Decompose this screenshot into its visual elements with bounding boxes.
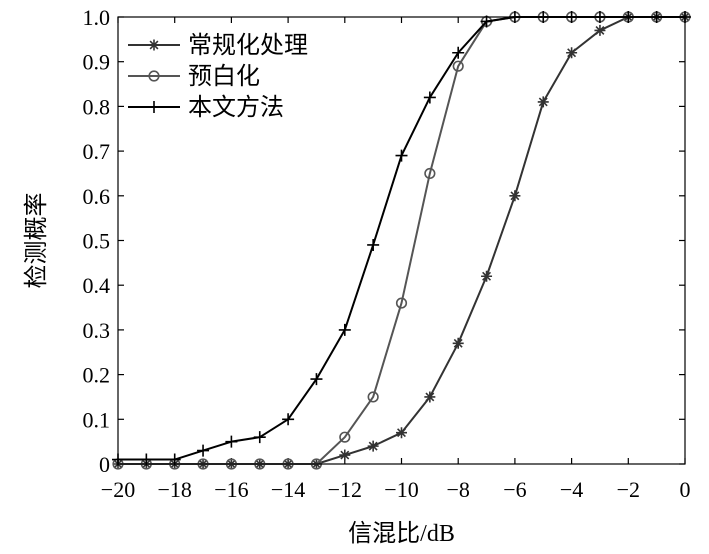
legend-label: 本文方法 — [188, 94, 284, 121]
data-point — [423, 91, 436, 104]
x-tick-label: −8 — [446, 477, 469, 502]
y-tick-label: 0.5 — [83, 229, 111, 254]
y-tick-label: 0.3 — [83, 318, 111, 343]
x-tick-label: −14 — [271, 477, 305, 502]
legend-marker — [148, 101, 160, 113]
x-tick-label: −18 — [157, 477, 191, 502]
data-point — [566, 47, 578, 59]
legend-label: 预白化 — [188, 63, 260, 90]
y-axis-title: 检测概率 — [23, 193, 50, 289]
data-point — [339, 449, 351, 461]
data-point — [452, 46, 465, 59]
x-tick-label: −6 — [503, 477, 526, 502]
data-point — [395, 297, 408, 309]
data-point — [197, 444, 210, 457]
y-tick-label: 0.6 — [83, 184, 111, 209]
x-tick-label: −10 — [384, 477, 418, 502]
y-tick-label: 0.1 — [83, 407, 111, 432]
data-point — [367, 391, 379, 403]
data-point — [395, 149, 408, 162]
legend-item: 预白化 — [128, 63, 260, 90]
legend-item: 本文方法 — [128, 94, 284, 121]
data-point — [339, 431, 351, 443]
data-point — [452, 60, 464, 72]
legend-marker — [148, 39, 160, 51]
x-tick-label: −4 — [560, 477, 583, 502]
data-point — [396, 427, 407, 439]
y-tick-label: 0.9 — [83, 50, 111, 75]
y-tick-label: 0 — [99, 452, 110, 477]
y-tick-labels: 0 0.1 0.2 0.3 0.4 0.5 0.6 0.7 0.8 0.9 1.0 — [83, 5, 111, 477]
x-tick-label: −2 — [617, 477, 640, 502]
legend-item: 常规化处理 — [128, 32, 308, 59]
x-tick-label: −16 — [214, 477, 248, 502]
data-point — [481, 270, 493, 282]
x-tick-label: −20 — [101, 477, 135, 502]
data-point — [424, 167, 436, 180]
data-point — [310, 373, 323, 386]
data-point — [509, 190, 521, 202]
data-point — [452, 337, 464, 349]
data-point — [225, 435, 238, 448]
y-tick-label: 0.7 — [83, 139, 111, 164]
y-tick-label: 1.0 — [83, 5, 111, 30]
y-tick-label: 0.2 — [83, 363, 111, 388]
data-point — [253, 431, 266, 444]
x-tick-labels: −20 −18 −16 −14 −12 −10 −8 −6 −4 −2 0 — [101, 477, 691, 502]
data-point — [537, 96, 549, 108]
x-axis-title: 信混比/dB — [348, 520, 455, 547]
data-point — [367, 440, 379, 452]
legend-marker — [148, 70, 160, 82]
data-point — [424, 391, 436, 403]
plot-frame — [117, 16, 686, 465]
data-point — [367, 238, 380, 251]
x-tick-label: 0 — [680, 477, 691, 502]
data-point — [594, 24, 606, 36]
y-tick-label: 0.4 — [83, 273, 111, 298]
data-point — [282, 413, 295, 426]
legend-label: 常规化处理 — [188, 32, 308, 59]
data-point — [338, 323, 351, 336]
x-tick-label: −12 — [328, 477, 362, 502]
y-tick-label: 0.8 — [83, 94, 111, 119]
